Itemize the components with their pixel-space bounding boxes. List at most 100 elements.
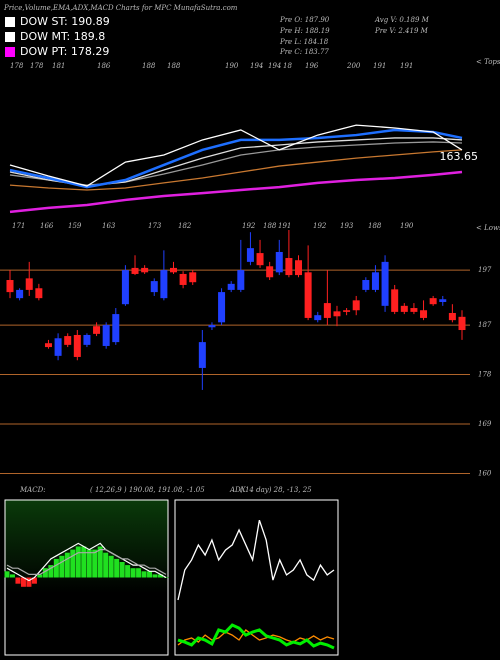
macd-bar	[31, 577, 37, 584]
low-label: 188	[368, 222, 382, 230]
candle-body	[6, 280, 14, 293]
legend-label: DOW ST: 190.89	[20, 15, 110, 28]
candle-body	[208, 325, 216, 328]
candle-body	[400, 305, 408, 312]
candle-body	[160, 270, 168, 299]
macd-bar	[81, 546, 87, 578]
candle-body	[218, 292, 226, 323]
price-line	[9, 141, 463, 186]
macd-bar	[147, 571, 153, 578]
candle-body	[304, 272, 312, 318]
low-label: 190	[400, 222, 414, 230]
candle-body	[420, 310, 428, 318]
candle-body	[333, 311, 341, 317]
adx-subtitle: ( 14 day) 28, -13, 25	[240, 486, 312, 494]
macd-bar	[64, 552, 70, 578]
candle-body	[448, 312, 456, 321]
candle-body	[410, 308, 418, 312]
candle-body	[102, 325, 110, 346]
candle-body	[35, 288, 43, 299]
candle-body	[131, 267, 139, 274]
top-label: 196	[305, 62, 319, 70]
candle-body	[429, 298, 437, 305]
candle-body	[83, 334, 91, 345]
legend-label: DOW MT: 189.8	[20, 30, 105, 43]
candle-body	[227, 283, 235, 290]
y-tick-label: 169	[478, 420, 492, 428]
macd-bar	[92, 549, 98, 578]
candle-body	[275, 251, 283, 273]
stat: Pre L: 184.18	[279, 38, 329, 46]
macd-bar	[59, 555, 65, 578]
top-label: 188	[167, 62, 181, 70]
lows-label: < Lows	[476, 224, 500, 232]
candle-body	[16, 289, 24, 299]
candle-body	[237, 270, 245, 290]
y-tick-label: 187	[478, 321, 492, 329]
macd-bar	[4, 571, 10, 578]
adx-title: ADX	[229, 486, 247, 494]
macd-bar	[86, 549, 92, 578]
candle-body	[381, 261, 389, 306]
page-title: Price,Volume,EMA,ADX,MACD Charts for MPC…	[3, 4, 238, 12]
macd-bar	[20, 577, 26, 587]
low-label: 171	[12, 222, 25, 230]
low-label: 192	[242, 222, 256, 230]
price-line	[9, 149, 463, 191]
top-label: 178	[30, 62, 44, 70]
candle-body	[93, 326, 101, 334]
macd-bar	[75, 546, 81, 578]
stat: Pre V: 2.419 M	[374, 27, 429, 35]
low-label: 192	[313, 222, 327, 230]
macd-bar	[141, 571, 147, 578]
candle-body	[323, 303, 331, 318]
candle-body	[121, 270, 129, 305]
y-tick-label: 178	[478, 371, 492, 379]
legend-label: DOW PT: 178.29	[20, 45, 109, 58]
top-label: 190	[225, 62, 239, 70]
candle-body	[295, 260, 303, 276]
top-label: 181	[52, 62, 65, 70]
macd-bar	[130, 568, 136, 578]
candle-body	[189, 272, 197, 283]
adx-line	[177, 623, 335, 650]
stat: Pre C: 183.77	[279, 48, 329, 56]
price-line	[9, 124, 463, 187]
y-tick-label: 160	[478, 469, 492, 477]
low-label: 173	[148, 222, 162, 230]
macd-bar	[103, 552, 109, 578]
candle-body	[352, 300, 360, 311]
adx-line	[177, 519, 335, 601]
macd-bar	[136, 568, 142, 578]
macd-subtitle: ( 12,26,9 ) 190.08, 191.08, -1.05	[90, 486, 205, 494]
top-label: 188	[142, 62, 156, 70]
low-label: 166	[40, 222, 54, 230]
candle-body	[314, 315, 322, 321]
legend-swatch	[5, 47, 15, 57]
macd-bar	[70, 549, 76, 578]
stat: Avg V: 0.189 M	[374, 16, 430, 24]
tops-label: < Tops	[476, 58, 500, 66]
low-label: 193	[340, 222, 354, 230]
price-annotation: 163.65	[440, 150, 479, 163]
macd-bar	[108, 555, 114, 578]
macd-bar	[37, 574, 43, 578]
macd-bar	[26, 577, 32, 587]
macd-bar	[158, 574, 164, 578]
candle-body	[246, 248, 254, 262]
low-label: 163	[102, 222, 116, 230]
top-label: 200	[346, 62, 361, 70]
macd-bar	[15, 577, 21, 584]
macd-bar	[42, 568, 48, 578]
candle-body	[343, 310, 351, 312]
candle-body	[112, 314, 120, 343]
low-label: 182	[178, 222, 192, 230]
candle-body	[150, 281, 158, 293]
candle-body	[371, 272, 379, 290]
candle-body	[439, 299, 447, 302]
candle-body	[169, 267, 177, 273]
macd-bar	[152, 574, 158, 578]
candle-body	[25, 278, 33, 290]
low-label: 159	[68, 222, 82, 230]
